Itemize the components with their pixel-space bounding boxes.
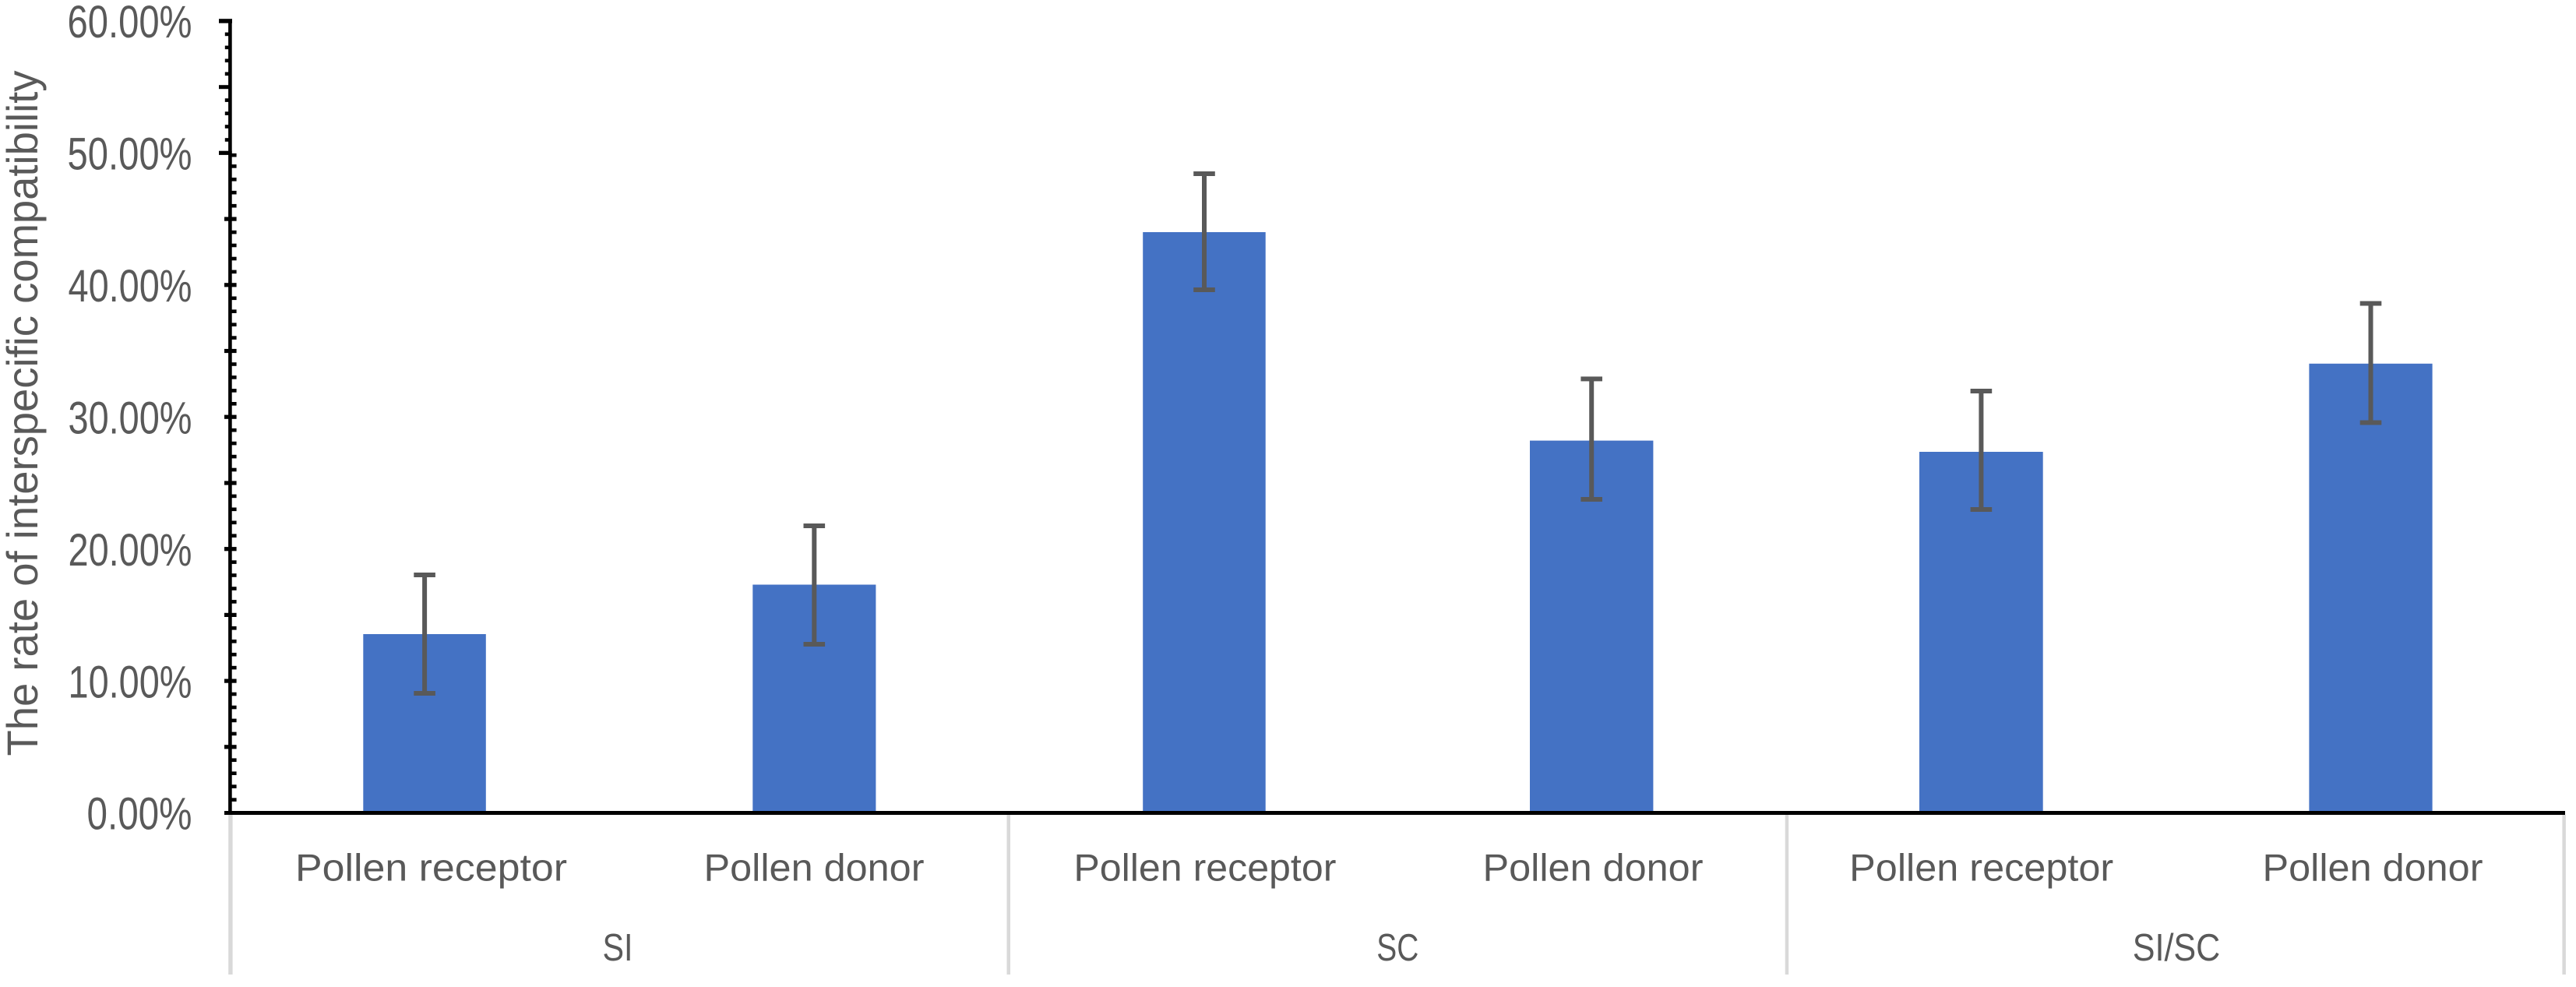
svg-text:SI/SC: SI/SC: [2133, 927, 2221, 969]
svg-text:SI: SI: [603, 927, 633, 969]
svg-text:Pollen receptor: Pollen receptor: [1849, 848, 2113, 890]
svg-text:40.00%: 40.00%: [69, 261, 192, 312]
svg-text:30.00%: 30.00%: [69, 393, 192, 444]
svg-text:Pollen receptor: Pollen receptor: [295, 848, 567, 890]
svg-text:The rate of interspecific comp: The rate of interspecific compatibility: [0, 71, 47, 756]
svg-text:Pollen donor: Pollen donor: [704, 848, 925, 890]
svg-text:20.00%: 20.00%: [69, 525, 192, 576]
svg-text:50.00%: 50.00%: [68, 129, 192, 180]
svg-text:Pollen donor: Pollen donor: [1483, 848, 1704, 890]
svg-text:Pollen receptor: Pollen receptor: [1073, 848, 1336, 890]
svg-text:Pollen donor: Pollen donor: [2263, 848, 2483, 890]
svg-text:0.00%: 0.00%: [87, 789, 192, 840]
svg-text:60.00%: 60.00%: [68, 0, 192, 48]
svg-text:SC: SC: [1376, 927, 1418, 969]
svg-text:10.00%: 10.00%: [69, 657, 192, 707]
